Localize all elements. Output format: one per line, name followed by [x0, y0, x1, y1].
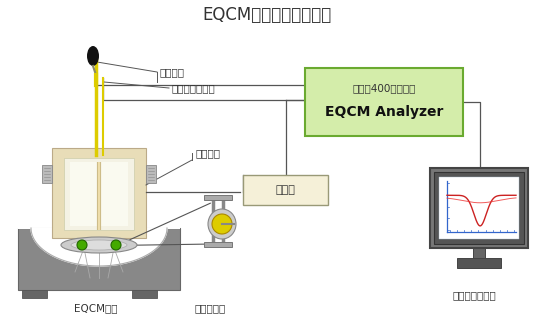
Bar [457, 258, 501, 268]
Ellipse shape [71, 240, 127, 250]
Text: コンピューター: コンピューター [452, 290, 496, 300]
Text: 水晶振動子: 水晶振動子 [194, 303, 226, 313]
Circle shape [77, 240, 87, 250]
Text: モデル400シリーズ: モデル400シリーズ [352, 83, 415, 93]
Bar [305, 68, 463, 136]
Bar [243, 175, 328, 205]
Ellipse shape [87, 46, 99, 66]
Bar [430, 168, 528, 248]
Text: EQCMセル: EQCMセル [74, 303, 118, 313]
Bar [70, 162, 128, 226]
Bar [52, 148, 146, 238]
Bar [18, 228, 180, 290]
Text: 作用電極: 作用電極 [195, 148, 220, 158]
Bar [204, 195, 232, 200]
Circle shape [212, 214, 232, 234]
Text: カウンター電極: カウンター電極 [172, 83, 216, 93]
Bar [473, 248, 485, 258]
Bar [439, 177, 519, 239]
Text: EQCM Analyzer: EQCM Analyzer [325, 105, 443, 119]
Circle shape [111, 240, 121, 250]
Ellipse shape [208, 209, 236, 239]
Bar [64, 158, 134, 230]
Bar [42, 165, 52, 183]
Bar [132, 290, 157, 298]
Bar [146, 165, 156, 183]
Bar [204, 242, 232, 247]
Text: 参照電極: 参照電極 [160, 67, 185, 77]
Text: EQCM計測装置の概略図: EQCM計測装置の概略図 [202, 6, 332, 24]
Text: 発振器: 発振器 [276, 185, 295, 195]
Ellipse shape [61, 237, 137, 253]
Polygon shape [18, 228, 180, 266]
Bar [434, 172, 524, 244]
Bar [22, 290, 47, 298]
